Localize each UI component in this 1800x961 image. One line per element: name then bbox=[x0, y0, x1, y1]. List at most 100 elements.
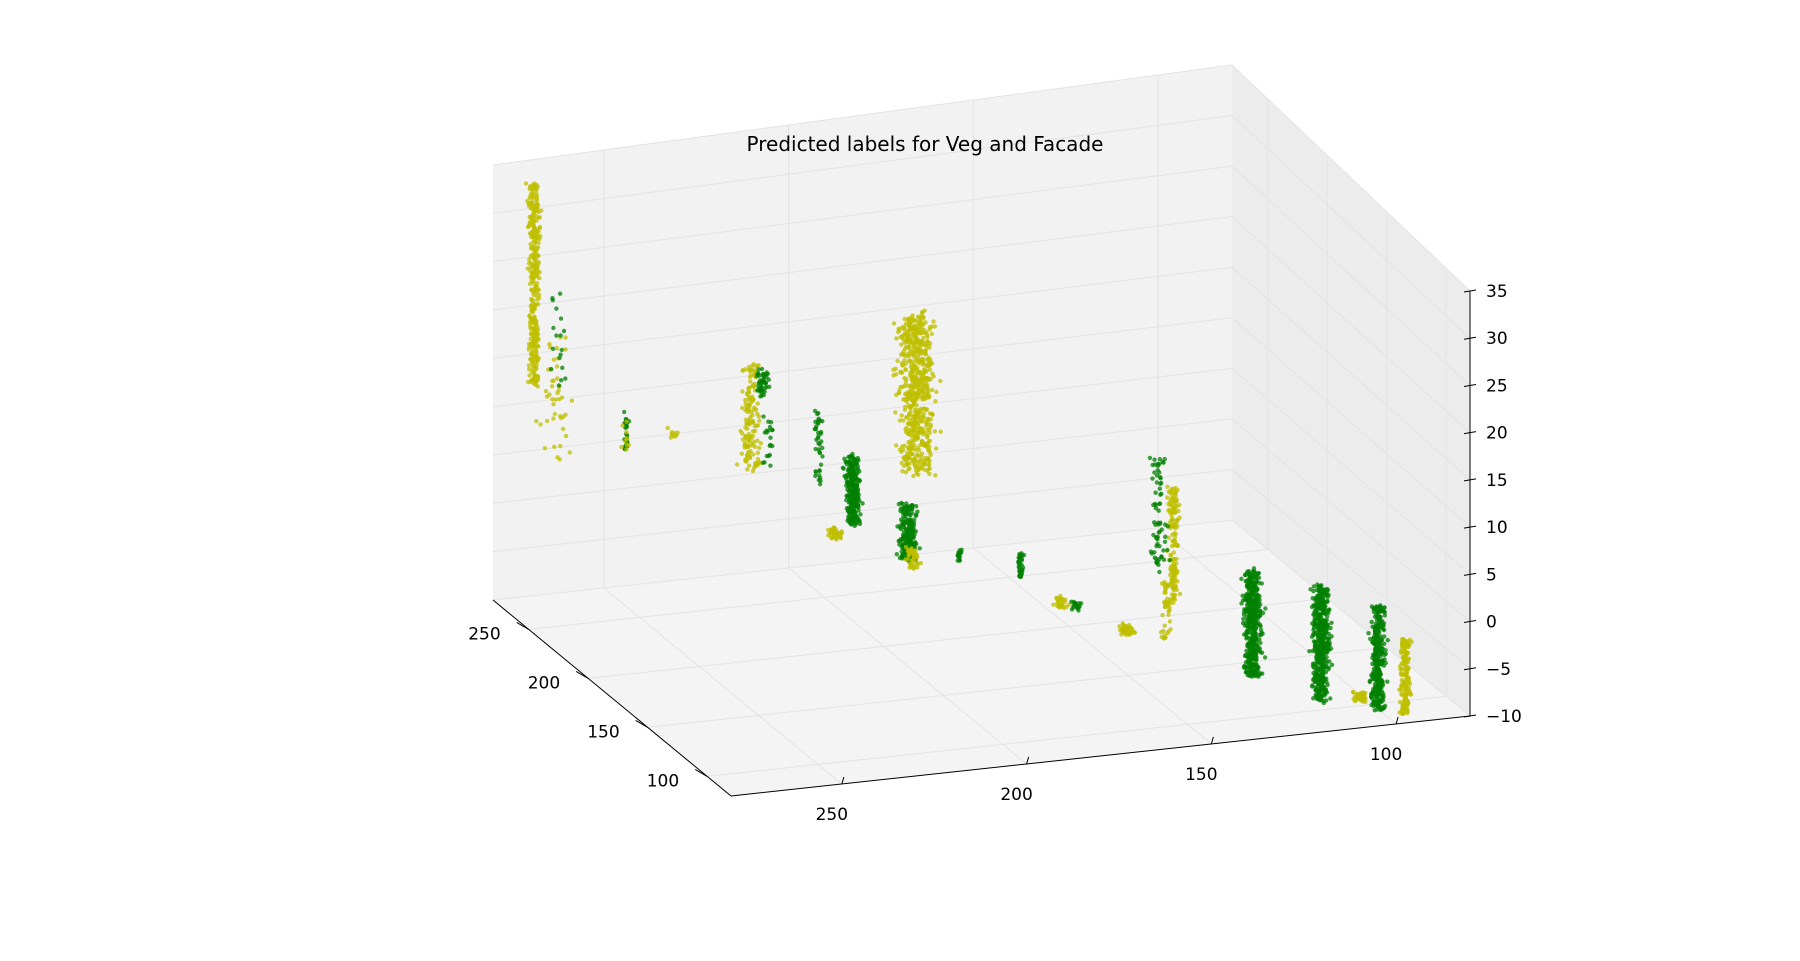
point-veg bbox=[1251, 588, 1256, 593]
point-facade bbox=[903, 544, 909, 550]
point-veg bbox=[1253, 608, 1259, 613]
point-veg bbox=[1156, 562, 1161, 567]
point-facade bbox=[534, 196, 540, 202]
point-veg bbox=[1316, 627, 1321, 633]
point-facade bbox=[560, 426, 566, 432]
point-facade bbox=[930, 387, 935, 393]
point-veg bbox=[1017, 569, 1022, 574]
x-tick-mark bbox=[635, 719, 648, 728]
point-veg bbox=[1155, 537, 1160, 542]
point-veg bbox=[1154, 480, 1160, 485]
point-facade bbox=[925, 435, 930, 440]
point-veg bbox=[1375, 683, 1381, 688]
point-facade bbox=[534, 373, 539, 378]
point-facade bbox=[913, 415, 918, 420]
point-veg bbox=[1372, 605, 1378, 611]
point-facade bbox=[921, 341, 926, 346]
point-facade bbox=[1167, 520, 1173, 525]
point-facade bbox=[1400, 661, 1406, 666]
point-veg bbox=[1256, 580, 1262, 586]
point-veg bbox=[1327, 640, 1332, 645]
point-veg bbox=[1243, 670, 1249, 675]
point-facade bbox=[902, 404, 908, 410]
back-right-pane bbox=[1232, 65, 1470, 716]
x-tick-mark bbox=[694, 768, 708, 777]
point-facade bbox=[529, 298, 535, 303]
point-facade bbox=[551, 357, 557, 362]
point-facade bbox=[536, 209, 541, 215]
point-facade bbox=[907, 466, 912, 471]
point-veg bbox=[849, 505, 855, 510]
point-veg bbox=[1323, 634, 1328, 640]
point-facade bbox=[926, 466, 932, 472]
point-facade bbox=[553, 397, 558, 402]
grid-line-z-right bbox=[1231, 469, 1471, 670]
point-facade bbox=[904, 461, 909, 466]
point-veg bbox=[1242, 623, 1248, 628]
point-facade bbox=[752, 428, 758, 434]
point-facade bbox=[1171, 588, 1176, 593]
point-facade bbox=[743, 433, 749, 439]
point-facade bbox=[1124, 625, 1129, 630]
point-facade bbox=[933, 399, 938, 404]
point-veg bbox=[1258, 612, 1263, 617]
point-facade bbox=[894, 443, 899, 448]
point-veg bbox=[1248, 594, 1253, 600]
point-facade bbox=[1117, 624, 1122, 629]
point-veg bbox=[842, 474, 847, 479]
point-veg bbox=[556, 383, 562, 388]
point-veg bbox=[1248, 645, 1253, 650]
point-facade bbox=[750, 367, 755, 373]
point-facade bbox=[1172, 535, 1178, 540]
point-veg bbox=[561, 328, 567, 334]
point-veg bbox=[860, 501, 865, 506]
point-veg bbox=[1380, 658, 1385, 663]
point-facade bbox=[528, 356, 533, 362]
point-veg bbox=[1321, 653, 1326, 658]
z-tick-mark bbox=[1463, 289, 1477, 293]
cluster-veg bbox=[1307, 582, 1335, 706]
point-facade bbox=[927, 327, 932, 332]
point-facade bbox=[912, 397, 917, 403]
point-veg bbox=[1373, 651, 1378, 656]
point-veg bbox=[816, 447, 822, 452]
grid-line-z-right bbox=[1231, 519, 1471, 717]
point-facade bbox=[906, 439, 911, 445]
point-facade bbox=[895, 358, 900, 363]
point-veg bbox=[1325, 587, 1331, 593]
point-facade bbox=[922, 406, 927, 411]
point-veg bbox=[558, 333, 563, 338]
point-veg bbox=[901, 522, 906, 527]
point-veg bbox=[1151, 532, 1156, 538]
point-veg bbox=[557, 291, 563, 296]
point-veg bbox=[1244, 629, 1249, 634]
point-veg bbox=[1316, 689, 1322, 695]
point-veg bbox=[1249, 656, 1255, 662]
point-veg bbox=[1321, 629, 1327, 635]
point-veg bbox=[1378, 603, 1383, 608]
point-facade bbox=[899, 460, 904, 466]
point-veg bbox=[759, 384, 764, 389]
cluster-veg bbox=[812, 408, 825, 487]
point-veg bbox=[908, 540, 913, 545]
point-facade bbox=[906, 446, 911, 451]
point-veg bbox=[955, 552, 961, 558]
point-veg bbox=[1314, 608, 1319, 613]
point-veg bbox=[1312, 676, 1318, 681]
point-facade bbox=[534, 352, 539, 357]
point-veg bbox=[1373, 658, 1378, 663]
point-veg bbox=[1161, 460, 1166, 465]
point-facade bbox=[529, 287, 534, 293]
point-veg bbox=[1320, 601, 1325, 606]
point-veg bbox=[1313, 687, 1319, 692]
point-facade bbox=[754, 462, 759, 467]
point-veg bbox=[1369, 691, 1375, 697]
point-veg bbox=[1250, 572, 1255, 577]
point-facade bbox=[745, 426, 750, 431]
grid-line-z-left bbox=[492, 468, 1233, 553]
point-facade bbox=[927, 367, 933, 372]
point-facade bbox=[917, 348, 922, 353]
z-tick-label: 20 bbox=[1486, 424, 1508, 444]
point-veg bbox=[912, 543, 917, 548]
back-left-pane bbox=[493, 65, 1232, 600]
